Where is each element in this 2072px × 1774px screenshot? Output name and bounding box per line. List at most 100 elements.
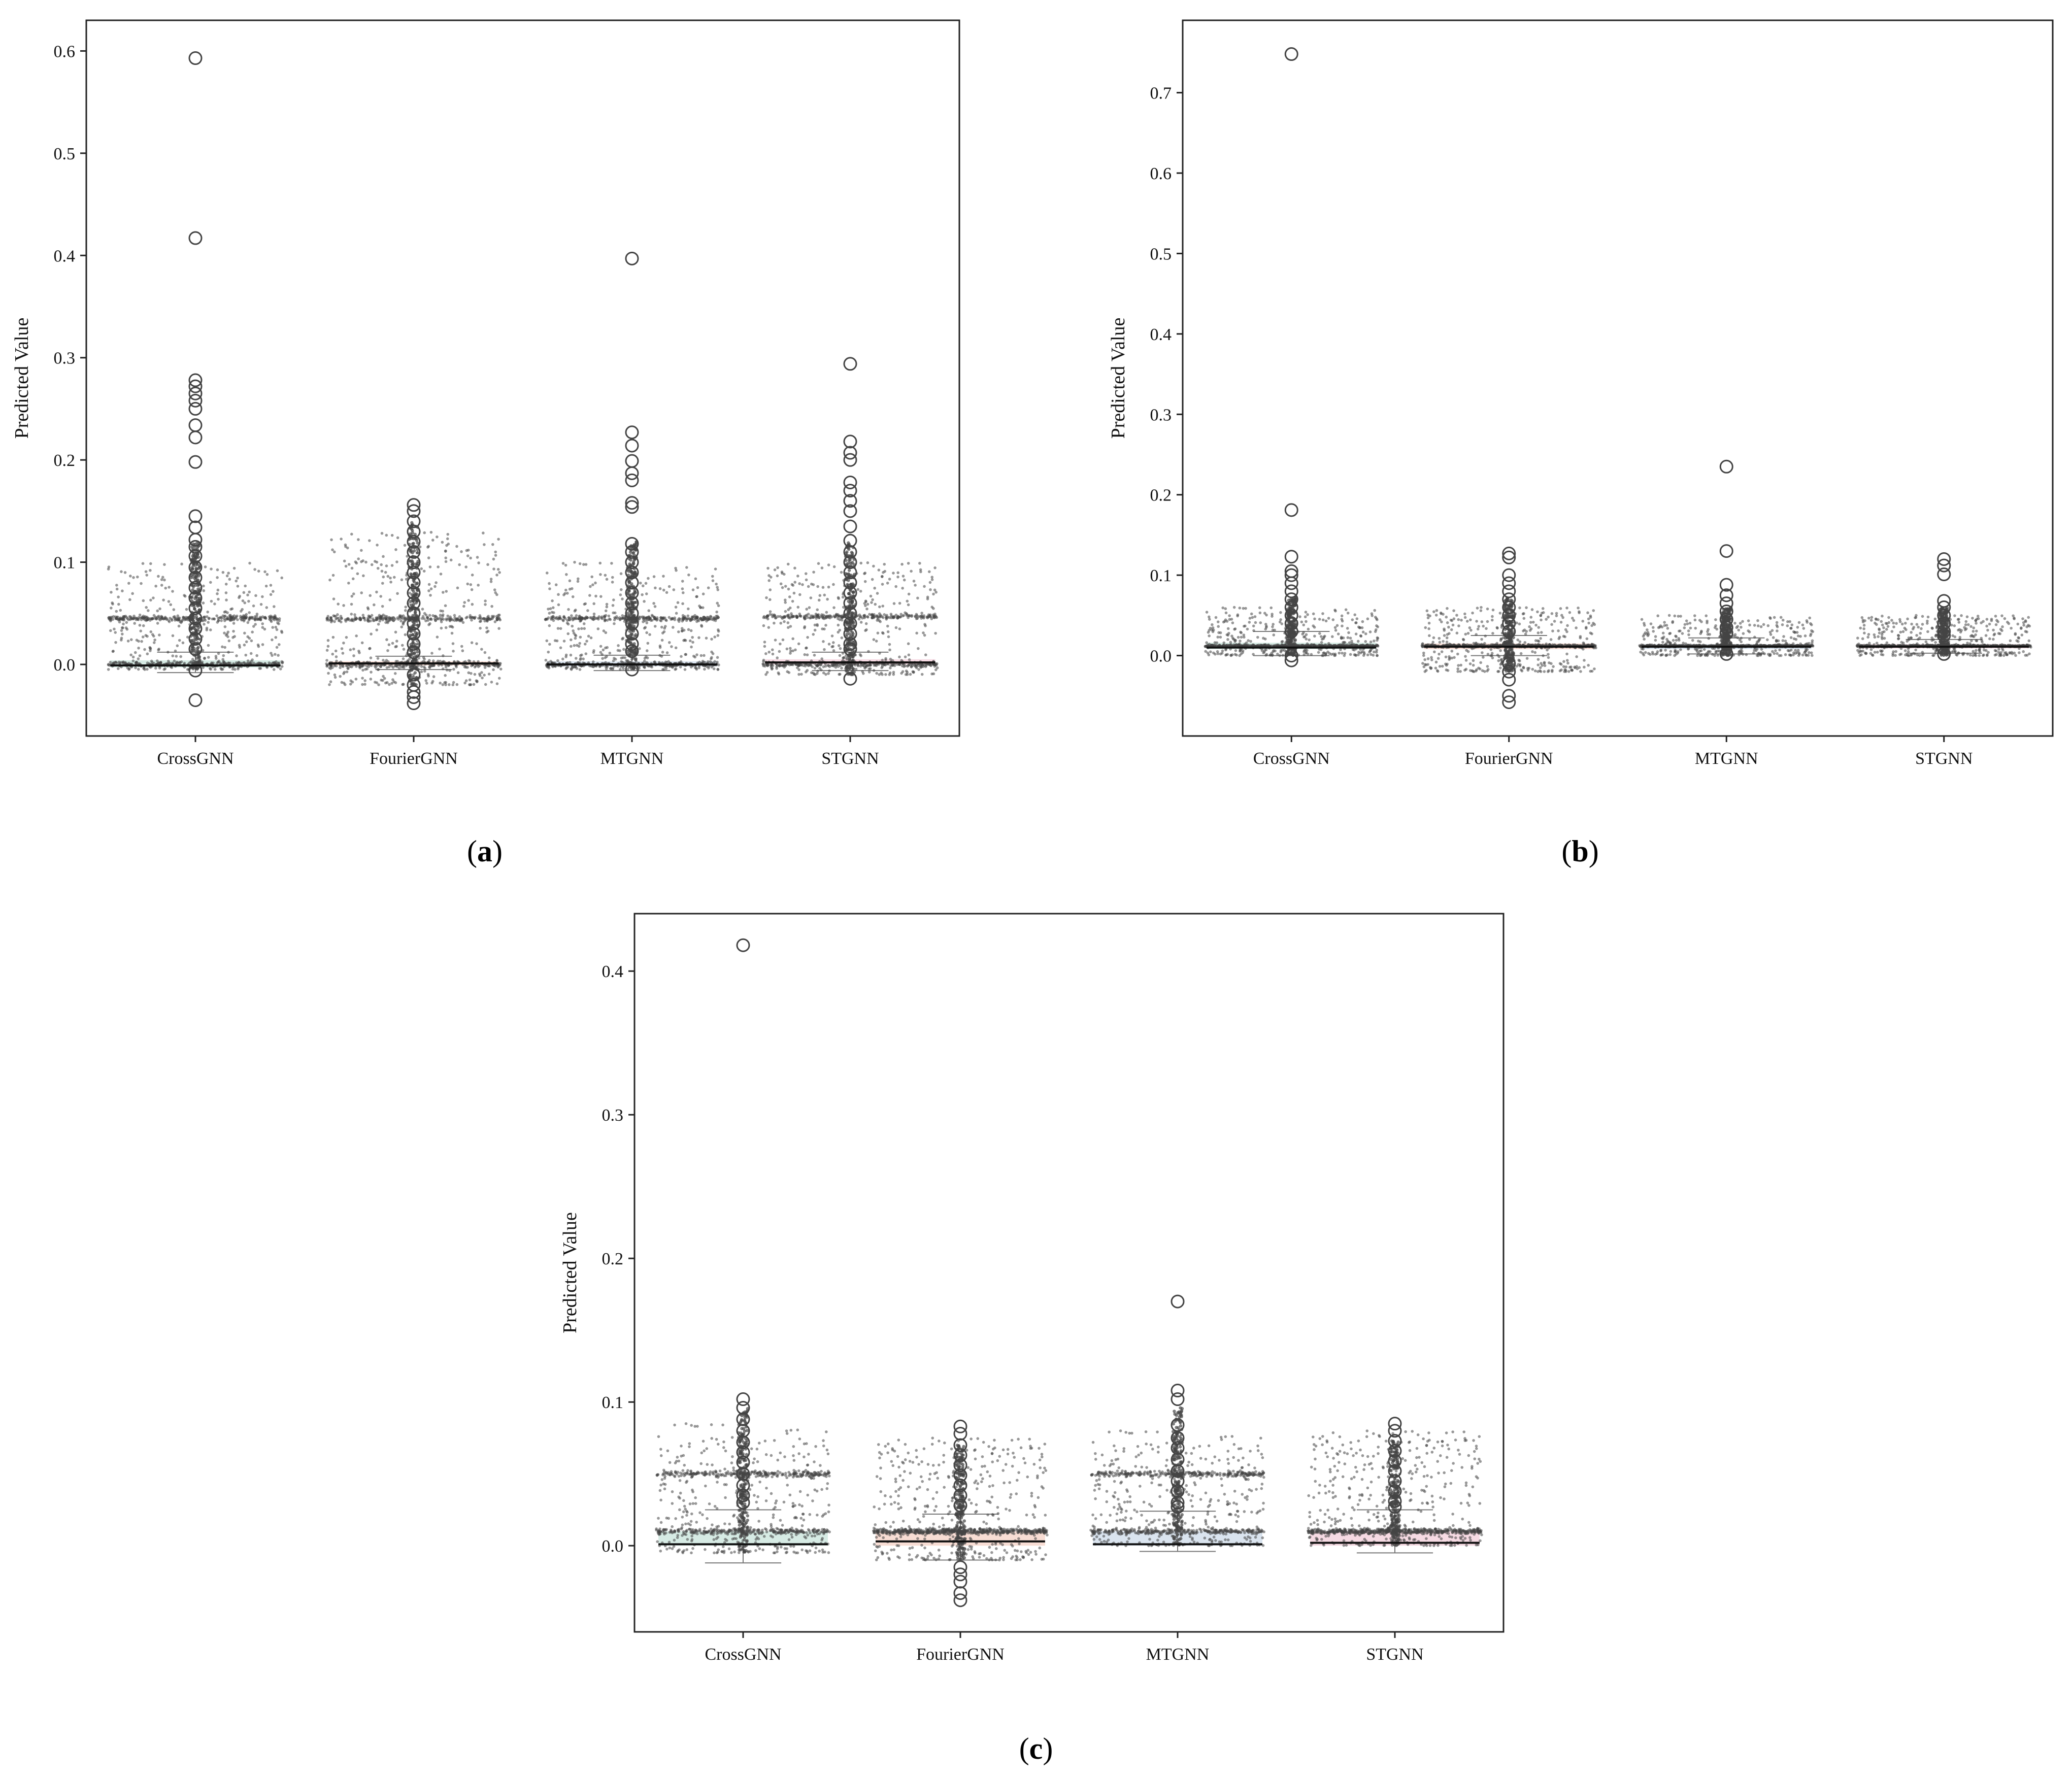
strip-point: [820, 657, 824, 660]
strip-point: [779, 582, 783, 586]
outlier-marker: [188, 455, 203, 469]
strip-point: [464, 665, 468, 669]
strip-point: [812, 571, 815, 574]
strip-point: [789, 652, 792, 655]
strip-point: [422, 570, 426, 573]
strip-point: [344, 683, 347, 686]
strip-point: [690, 645, 693, 649]
center-point: [632, 551, 636, 554]
strip-point: [380, 679, 383, 682]
strip-point: [1349, 637, 1352, 640]
strip-point: [341, 652, 345, 655]
strip-point: [878, 652, 881, 655]
strip-point: [114, 641, 117, 644]
strip-point: [143, 648, 146, 651]
strip-point: [889, 613, 893, 616]
strip-point: [445, 590, 448, 593]
strip-point: [368, 539, 371, 542]
strip-point: [223, 625, 227, 628]
strip-point: [1248, 617, 1252, 620]
strip-point: [125, 616, 128, 619]
x-tick-label: MTGNN: [600, 749, 664, 768]
strip-point: [428, 565, 432, 568]
strip-point: [681, 602, 684, 606]
strip-point: [257, 570, 260, 573]
strip-point: [180, 660, 183, 663]
strip-point: [604, 646, 607, 650]
strip-point: [566, 619, 569, 622]
strip-point: [111, 650, 115, 653]
strip-point: [389, 580, 392, 584]
strip-point: [466, 582, 470, 586]
strip-point: [479, 626, 482, 630]
strip-point: [1369, 640, 1373, 644]
strip-point: [707, 586, 710, 589]
strip-point: [908, 663, 911, 666]
strip-point: [559, 646, 562, 649]
strip-point: [557, 593, 560, 596]
strip-point: [564, 653, 568, 657]
strip-point: [204, 565, 207, 568]
strip-point: [866, 615, 869, 618]
strip-point: [358, 665, 362, 668]
strip-point: [877, 568, 881, 572]
strip-point: [375, 590, 378, 594]
strip-point: [271, 615, 275, 619]
strip-point: [223, 631, 226, 634]
strip-point: [264, 584, 268, 588]
strip-point: [393, 672, 397, 675]
strip-point: [185, 618, 188, 621]
strip-point: [451, 683, 455, 686]
strip-point: [561, 562, 565, 565]
strip-point: [583, 643, 587, 646]
y-tick-label: 0.0: [1150, 647, 1172, 666]
strip-point: [390, 664, 393, 667]
strip-point: [203, 623, 206, 626]
strip-point: [483, 666, 487, 669]
strip-point: [582, 657, 585, 661]
strip-point: [544, 658, 548, 662]
strip-point: [399, 617, 403, 620]
strip-point: [673, 618, 677, 621]
strip-point: [246, 593, 249, 596]
strip-point: [894, 626, 898, 629]
strip-point: [432, 675, 436, 678]
strip-point: [622, 648, 625, 651]
strip-point: [696, 616, 699, 619]
center-point: [848, 657, 852, 660]
strip-point: [335, 659, 338, 663]
strip-point: [452, 681, 455, 684]
x-tick-label: FourierGNN: [370, 749, 458, 768]
strip-point: [705, 619, 708, 623]
strip-point: [1319, 635, 1323, 638]
strip-point: [474, 616, 477, 619]
strip-point: [120, 639, 123, 642]
strip-point: [817, 615, 820, 618]
box-group-CrossGNN: CrossGNN: [107, 51, 284, 768]
strip-point: [375, 560, 379, 564]
strip-point: [427, 556, 430, 559]
strip-point: [213, 667, 217, 671]
strip-point: [717, 663, 720, 666]
strip-point: [331, 652, 335, 656]
strip-point: [232, 566, 236, 570]
strip-point: [688, 639, 692, 643]
strip-point: [216, 592, 219, 595]
strip-point: [156, 609, 159, 613]
strip-point: [910, 570, 913, 573]
strip-point: [364, 560, 367, 564]
strip-point: [933, 566, 937, 570]
strip-point: [775, 665, 778, 668]
strip-point: [205, 626, 209, 630]
strip-point: [231, 636, 235, 639]
strip-point: [445, 668, 449, 672]
strip-point: [610, 561, 613, 565]
strip-point: [935, 666, 939, 670]
strip-point: [551, 617, 555, 620]
outlier-marker: [188, 622, 203, 635]
strip-point: [137, 646, 140, 650]
strip-point: [225, 598, 228, 601]
strip-point: [183, 594, 186, 597]
strip-point: [175, 655, 178, 658]
